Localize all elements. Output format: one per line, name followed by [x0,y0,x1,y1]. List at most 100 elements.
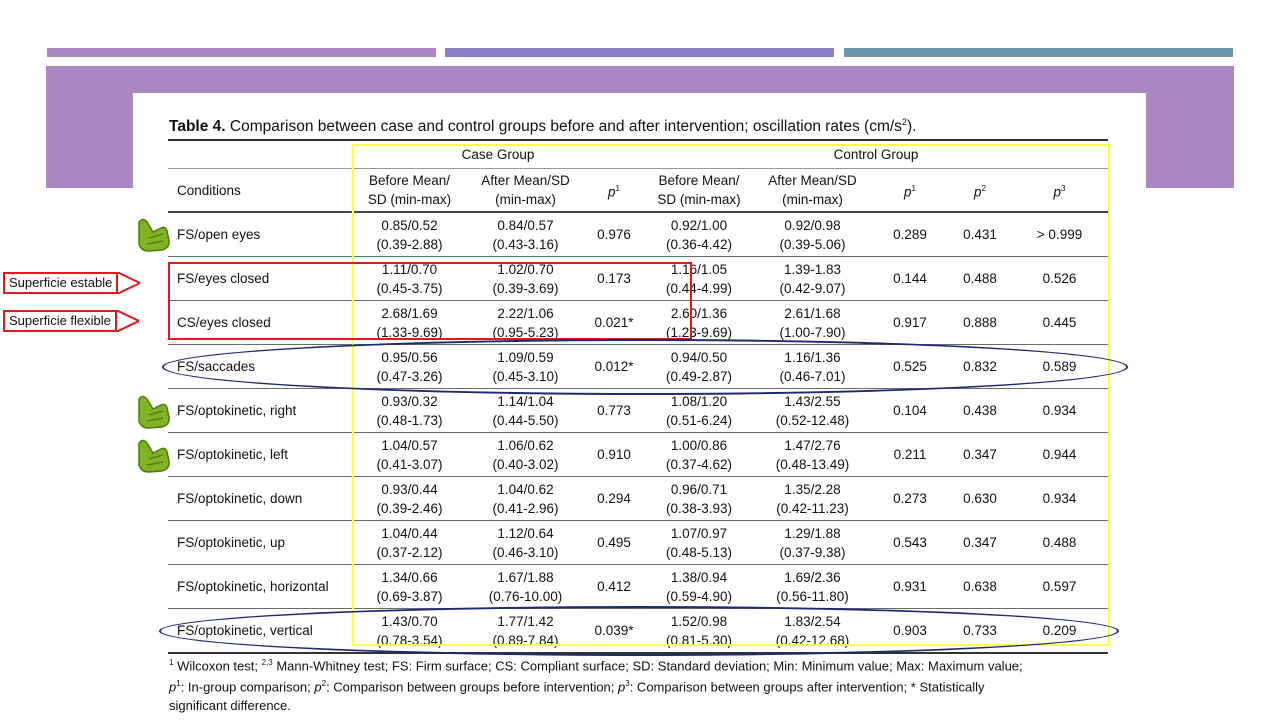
header-conditions: Conditions [168,168,352,213]
cell-p-case: 0.773 [584,388,644,433]
table-row: FS/open eyes 0.85/0.52 (0.39-2.88) 0.84/0.5… [168,212,1109,257]
table-row: FS/optokinetic, right 0.93/0.32 (0.48-1.73… [168,388,1109,433]
cell-p2: 0.347 [949,432,1011,477]
table-title: Table 4. Comparison between case and con… [169,117,917,136]
cell-p2: 0.488 [949,256,1011,301]
cell-ca-mean: 1.12/0.64 (0.46-3.10) [467,520,584,565]
accent-bar-2 [445,48,834,57]
cell-cb-mean: 1.34/0.66 (0.69-3.87) [352,564,467,609]
cell-p2: 0.438 [949,388,1011,433]
table-column-header: Conditions Before Mean/SD (min-max) Afte… [168,168,1109,213]
table-row: FS/optokinetic, down 0.93/0.44 (0.39-2.46)… [168,476,1109,521]
table-row: FS/optokinetic, left 1.04/0.57 (0.41-3.07)… [168,432,1109,477]
cell-ta-mean: 1.35/2.28 (0.42-11.23) [754,476,871,521]
cell-condition: FS/optokinetic, up [168,520,352,565]
cell-ta-mean: 1.43/2.55 (0.52-12.48) [754,388,871,433]
cell-ca-mean: 1.06/0.62 (0.40-3.02) [467,432,584,477]
cell-p1: 0.211 [871,432,949,477]
cell-p-case: 0.294 [584,476,644,521]
cell-cb-mean: 0.85/0.52 (0.39-2.88) [352,212,467,257]
cell-p-case: 0.976 [584,212,644,257]
cell-ta-mean: 0.92/0.98 (0.39-5.06) [754,212,871,257]
cell-condition: FS/optokinetic, left [168,432,352,477]
cell-tb-mean: 1.16/1.05 (0.44-4.99) [644,256,754,301]
cell-p-case: 0.910 [584,432,644,477]
cell-cb-mean: 1.04/0.57 (0.41-3.07) [352,432,467,477]
cell-condition: FS/optokinetic, right [168,388,352,433]
callout-label: Superficie estable [3,272,119,294]
cell-condition: FS/optokinetic, horizontal [168,564,352,609]
cell-p3: 0.934 [1011,476,1109,521]
header-case-before: Before Mean/SD (min-max) [352,168,467,213]
cell-p2: 0.347 [949,520,1011,565]
table-row: FS/optokinetic, horizontal 1.34/0.66 (0.69… [168,564,1109,609]
cell-p1: 0.144 [871,256,949,301]
cell-p1: 0.543 [871,520,949,565]
cell-p1: 0.104 [871,388,949,433]
cell-ta-mean: 1.29/1.88 (0.37-9.38) [754,520,871,565]
cell-ca-mean: 1.04/0.62 (0.41-2.96) [467,476,584,521]
cell-ca-mean: 1.14/1.04 (0.44-5.50) [467,388,584,433]
cell-ta-mean: 2.61/1.68 (1.00-7.90) [754,300,871,345]
cell-tb-mean: 0.96/0.71 (0.38-3.93) [644,476,754,521]
cell-p3: 0.526 [1011,256,1109,301]
header-case-after: After Mean/SD (min-max) [467,168,584,213]
cell-p-case: 0.021* [584,300,644,345]
cell-ta-mean: 1.47/2.76 (0.48-13.49) [754,432,871,477]
header-p3: p3 [1011,168,1109,213]
cell-ca-mean: 1.67/1.88 (0.76-10.00) [467,564,584,609]
pointing-hand-icon [138,395,170,429]
table-footnote: 1 Wilcoxon test; 2,3 Mann-Whitney test; … [169,658,1023,713]
callout-superficie-estable: Superficie estable [3,264,141,302]
cell-p3: 0.488 [1011,520,1109,565]
cell-p1: 0.273 [871,476,949,521]
callout-label: Superficie flexible [3,310,117,332]
saccades-ellipse [162,339,1128,395]
cell-tb-mean: 1.38/0.94 (0.59-4.90) [644,564,754,609]
cell-p3: 0.934 [1011,388,1109,433]
table-row: FS/optokinetic, up 1.04/0.44 (0.37-2.12) 1.… [168,520,1109,565]
cell-p2: 0.630 [949,476,1011,521]
cell-cb-mean: 2.68/1.69 (1.33-9.69) [352,300,467,345]
cell-p3: > 0.999 [1011,212,1109,257]
cell-ta-mean: 1.69/2.36 (0.56-11.80) [754,564,871,609]
cell-cb-mean: 0.93/0.32 (0.48-1.73) [352,388,467,433]
cell-p1: 0.931 [871,564,949,609]
cell-tb-mean: 0.92/1.00 (0.36-4.42) [644,212,754,257]
pointing-hand-icon [138,218,170,252]
cell-p1: 0.917 [871,300,949,345]
cell-tb-mean: 2.60/1.36 (1.23-9.69) [644,300,754,345]
header-control-after: After Mean/SD (min-max) [754,168,871,213]
cell-tb-mean: 1.07/0.97 (0.48-5.13) [644,520,754,565]
yellow-highlight-box [352,144,1110,646]
cell-condition: FS/optokinetic, down [168,476,352,521]
cell-p2: 0.638 [949,564,1011,609]
callout-superficie-flexible: Superficie flexible [3,302,139,340]
header-p2: p2 [949,168,1011,213]
cell-tb-mean: 1.08/1.20 (0.51-6.24) [644,388,754,433]
cell-p3: 0.445 [1011,300,1109,345]
cell-p2: 0.888 [949,300,1011,345]
cell-p3: 0.944 [1011,432,1109,477]
cell-condition: FS/open eyes [168,212,352,257]
vertical-ellipse [159,606,1119,656]
cell-cb-mean: 0.93/0.44 (0.39-2.46) [352,476,467,521]
arrow-right-icon [116,310,139,332]
red-highlight-box [168,262,692,340]
header-control-before: Before Mean/SD (min-max) [644,168,754,213]
cell-p2: 0.431 [949,212,1011,257]
cell-p3: 0.597 [1011,564,1109,609]
table-row: CS/eyes closed 2.68/1.69 (1.33-9.69) 2.22/1… [168,300,1109,345]
cell-cb-mean: 1.04/0.44 (0.37-2.12) [352,520,467,565]
cell-ca-mean: 0.84/0.57 (0.43-3.16) [467,212,584,257]
header-p1-control: p1 [871,168,949,213]
arrow-right-icon [118,272,141,294]
cell-ca-mean: 2.22/1.06 (0.95-5.23) [467,300,584,345]
header-p1-case: p1 [584,168,644,213]
cell-p1: 0.289 [871,212,949,257]
pointing-hand-icon [138,439,170,473]
cell-p-case: 0.495 [584,520,644,565]
accent-bar-1 [47,48,436,57]
accent-bar-3 [844,48,1233,57]
cell-tb-mean: 1.00/0.86 (0.37-4.62) [644,432,754,477]
